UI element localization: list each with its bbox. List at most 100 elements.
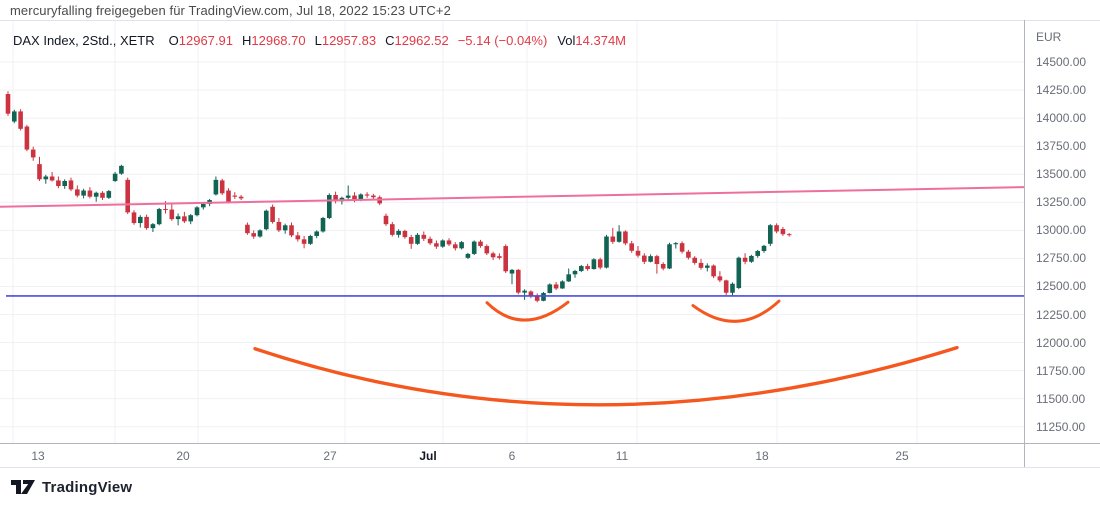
candle xyxy=(295,232,301,242)
candle xyxy=(623,230,628,246)
candle xyxy=(213,176,219,196)
candle xyxy=(270,204,275,224)
candle xyxy=(182,211,187,224)
candle xyxy=(459,241,464,250)
candle xyxy=(169,203,175,221)
candle xyxy=(43,174,49,184)
candle xyxy=(56,176,61,189)
candle xyxy=(560,280,565,289)
candle xyxy=(686,249,691,260)
price-tick-label: 12500.00 xyxy=(1036,279,1087,294)
candle xyxy=(289,222,294,238)
candle xyxy=(427,236,433,245)
symbol-title: DAX Index, 2Std., XETR xyxy=(13,33,155,48)
candle xyxy=(219,178,225,196)
candle xyxy=(679,241,685,254)
time-tick-label: Jul xyxy=(419,449,437,463)
ohlc-low: L12957.83 xyxy=(314,33,377,48)
candle xyxy=(201,202,206,210)
price-tick-label: 12250.00 xyxy=(1036,307,1087,322)
trendline xyxy=(0,186,1025,208)
candle xyxy=(673,242,679,249)
price-tick-label: 11250.00 xyxy=(1036,419,1086,434)
candle xyxy=(692,256,697,265)
candle xyxy=(705,263,710,272)
candle xyxy=(585,263,590,271)
price-tick-label: 14250.00 xyxy=(1036,83,1087,98)
share-watermark: mercuryfalling freigegeben für TradingVi… xyxy=(10,3,451,18)
candle xyxy=(446,238,452,247)
change-value: −5.14 (−0.04%) xyxy=(457,33,548,48)
candle xyxy=(364,192,370,198)
candle xyxy=(421,231,427,242)
ohlc-open: O12967.91 xyxy=(168,33,233,48)
price-tick-label: 13750.00 xyxy=(1036,139,1087,154)
candle xyxy=(68,177,74,192)
candle xyxy=(390,221,395,237)
candle xyxy=(251,230,256,239)
candle xyxy=(547,283,553,294)
candle xyxy=(503,244,508,273)
candle xyxy=(320,216,326,233)
candle xyxy=(264,209,269,231)
candle xyxy=(629,240,634,253)
tradingview-attribution[interactable]: TradingView xyxy=(10,478,132,496)
candle xyxy=(553,281,559,291)
candle xyxy=(648,254,653,263)
candle xyxy=(453,242,458,251)
candle xyxy=(597,257,603,270)
candle xyxy=(509,269,515,285)
candle xyxy=(415,233,420,245)
small-arc-2 xyxy=(691,299,781,323)
candle xyxy=(522,289,527,300)
candle xyxy=(434,240,439,249)
candle xyxy=(642,253,647,265)
price-tick-label: 13500.00 xyxy=(1036,167,1087,182)
candle xyxy=(100,191,105,201)
price-tick-label: 11750.00 xyxy=(1036,363,1086,378)
candle xyxy=(75,185,80,198)
candle xyxy=(478,239,483,248)
candle xyxy=(604,234,609,269)
candle xyxy=(138,215,143,228)
time-tick-label: 13 xyxy=(31,449,45,463)
price-tick-label: 13000.00 xyxy=(1036,223,1087,238)
candle xyxy=(81,188,86,199)
candle xyxy=(497,253,502,260)
candle xyxy=(698,258,704,270)
price-tick-label: 12750.00 xyxy=(1036,251,1087,266)
candle xyxy=(465,252,471,259)
candle xyxy=(93,191,99,202)
candle xyxy=(730,282,735,296)
candle xyxy=(245,222,250,235)
candle xyxy=(5,91,11,116)
candle xyxy=(616,225,622,243)
candle xyxy=(327,193,332,220)
candle xyxy=(396,229,401,238)
tradingview-logo-icon xyxy=(11,480,35,494)
candle xyxy=(18,109,23,131)
candle xyxy=(768,224,773,247)
symbol-legend[interactable]: DAX Index, 2Std., XETR O12967.91 H12968.… xyxy=(13,33,635,48)
candle xyxy=(749,254,754,263)
candle xyxy=(711,264,716,279)
ohlc-close: C12962.52 xyxy=(385,33,449,48)
candle xyxy=(667,242,672,270)
candle xyxy=(150,223,156,233)
candle xyxy=(755,249,760,258)
candle xyxy=(534,293,540,303)
candle xyxy=(371,193,376,199)
candle xyxy=(660,262,666,271)
candle xyxy=(131,210,137,225)
time-tick-label: 11 xyxy=(615,449,629,463)
candle xyxy=(610,227,616,244)
candle xyxy=(119,164,124,175)
candle xyxy=(440,239,445,248)
candle xyxy=(144,214,149,230)
price-tick-label: 14500.00 xyxy=(1036,55,1087,70)
volume-value: Vol14.374M xyxy=(557,33,626,48)
time-tick-label: 6 xyxy=(508,449,516,463)
time-tick-label: 25 xyxy=(895,449,909,463)
candle xyxy=(516,269,521,295)
